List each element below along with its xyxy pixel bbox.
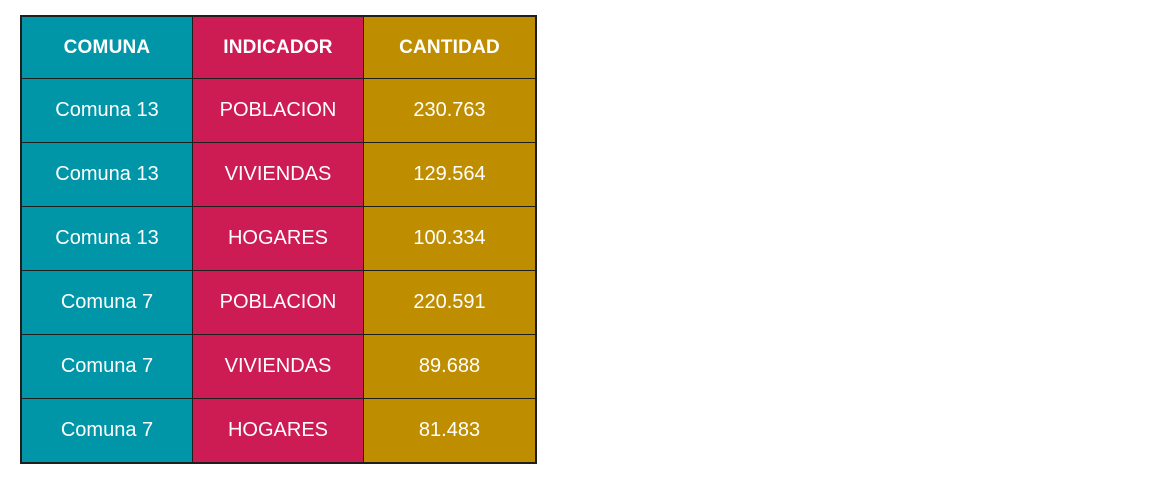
cell-comuna: Comuna 7 [20,334,193,399]
cell-comuna: Comuna 7 [20,398,193,464]
cell-comuna: Comuna 13 [20,206,193,271]
table-row: Comuna 7 HOGARES 81.483 [20,398,537,464]
cell-indicador: VIVIENDAS [192,142,364,207]
cell-cantidad: 81.483 [363,398,537,464]
cell-cantidad: 129.564 [363,142,537,207]
header-indicador: INDICADOR [192,15,364,79]
cell-comuna: Comuna 13 [20,78,193,143]
cell-indicador: HOGARES [192,206,364,271]
table-row: Comuna 7 VIVIENDAS 89.688 [20,334,537,399]
table-row: Comuna 7 POBLACION 220.591 [20,270,537,335]
cell-comuna: Comuna 7 [20,270,193,335]
cell-cantidad: 230.763 [363,78,537,143]
data-table: COMUNA INDICADOR CANTIDAD Comuna 13 POBL… [20,15,537,464]
cell-cantidad: 89.688 [363,334,537,399]
header-cantidad: CANTIDAD [363,15,537,79]
cell-indicador: POBLACION [192,78,364,143]
cell-indicador: POBLACION [192,270,364,335]
cell-indicador: VIVIENDAS [192,334,364,399]
header-comuna: COMUNA [20,15,193,79]
table-row: Comuna 13 POBLACION 230.763 [20,78,537,143]
table-row: Comuna 13 VIVIENDAS 129.564 [20,142,537,207]
cell-indicador: HOGARES [192,398,364,464]
table-row: Comuna 13 HOGARES 100.334 [20,206,537,271]
table-header-row: COMUNA INDICADOR CANTIDAD [20,15,537,79]
cell-cantidad: 220.591 [363,270,537,335]
cell-comuna: Comuna 13 [20,142,193,207]
cell-cantidad: 100.334 [363,206,537,271]
